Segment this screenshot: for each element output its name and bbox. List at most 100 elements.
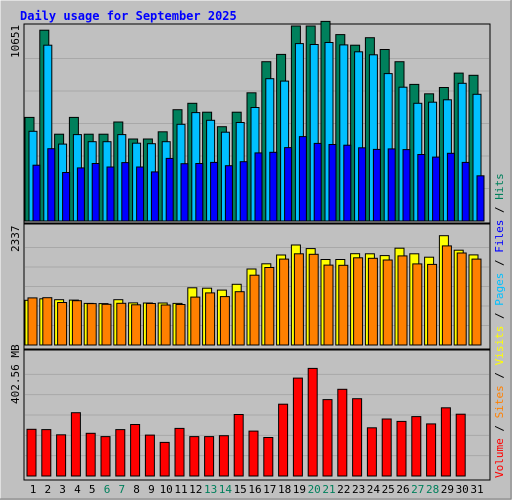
pages-bar — [136, 166, 145, 222]
pages-bar — [121, 162, 130, 222]
day-label: 23 — [352, 483, 365, 496]
sites-bar — [131, 304, 142, 346]
sites-bar — [249, 274, 260, 346]
volume-bar — [366, 427, 377, 477]
sites-bar — [412, 263, 423, 346]
volume-bar — [455, 413, 466, 477]
sites-bar — [353, 257, 364, 346]
legend-volume: Volume — [493, 438, 506, 478]
day-label: 21 — [322, 483, 335, 496]
volume-bar — [337, 388, 348, 477]
sites-bar — [234, 291, 245, 346]
day-label: 11 — [174, 483, 187, 496]
volume-bar — [292, 377, 303, 477]
chart-title: Daily usage for September 2025 — [20, 9, 237, 23]
pages-bar — [180, 163, 189, 222]
day-label: 28 — [426, 483, 439, 496]
volume-bar — [248, 430, 259, 477]
legend-vertical: Volume / Sites / Visits / Pages / Files … — [493, 173, 506, 478]
volume-bar — [204, 436, 215, 477]
sites-bar — [441, 245, 452, 346]
day-label: 25 — [382, 483, 395, 496]
volume-bar — [426, 423, 437, 477]
volume-bar — [174, 427, 185, 477]
volume-bar — [115, 429, 126, 477]
sites-bar — [205, 292, 216, 346]
pages-bar — [372, 148, 381, 222]
pages-bar — [387, 148, 396, 222]
day-label: 12 — [189, 483, 202, 496]
sites-bar — [160, 304, 171, 346]
sites-bar — [338, 264, 349, 346]
legend-hits: Hits — [493, 173, 506, 200]
volume-bar — [189, 436, 200, 477]
pages-bar — [32, 164, 41, 222]
day-label: 30 — [456, 483, 469, 496]
volume-bar — [278, 403, 289, 477]
pages-bar — [476, 175, 485, 222]
day-label: 24 — [367, 483, 381, 496]
legend-pages: Pages — [493, 273, 506, 306]
sites-bar — [456, 252, 467, 346]
day-label: 29 — [441, 483, 454, 496]
legend-sites: Sites — [493, 385, 506, 418]
legend-files: Files — [493, 220, 506, 253]
volume-bar — [41, 429, 52, 477]
pages-bar — [313, 142, 322, 222]
day-label: 13 — [204, 483, 217, 496]
pages-bar — [165, 157, 174, 222]
day-label: 20 — [308, 483, 321, 496]
volume-bar — [218, 435, 229, 477]
sites-bar — [190, 296, 201, 346]
day-label: 10 — [160, 483, 173, 496]
pages-bar — [446, 152, 455, 222]
pages-bar — [76, 167, 85, 222]
day-label: 2 — [44, 483, 51, 496]
legend-visits: Visits — [493, 326, 506, 366]
y-scale-top: 10651 — [9, 25, 22, 58]
pages-bar — [417, 154, 426, 222]
day-label: 9 — [148, 483, 155, 496]
day-label: 22 — [337, 483, 350, 496]
sites-bar — [145, 303, 156, 346]
day-label: 14 — [219, 483, 233, 496]
volume-bar — [396, 420, 407, 477]
pages-bar — [91, 163, 100, 222]
sites-bar — [264, 267, 275, 346]
volume-bar — [381, 418, 392, 477]
pages-bar — [358, 147, 367, 222]
volume-bar — [130, 424, 141, 477]
sites-bar — [175, 304, 186, 346]
sites-bar — [57, 302, 68, 346]
sites-bar — [293, 253, 304, 346]
volume-bar — [100, 436, 111, 477]
volume-bar — [411, 416, 422, 477]
pages-bar — [461, 161, 470, 222]
pages-bar — [150, 171, 159, 222]
day-label: 16 — [248, 483, 261, 496]
pages-bar — [284, 147, 293, 222]
pages-bar — [402, 149, 411, 222]
day-label: 27 — [411, 483, 424, 496]
pages-bar — [432, 156, 441, 222]
day-label: 15 — [234, 483, 247, 496]
sites-bar — [101, 303, 112, 346]
day-label: 19 — [293, 483, 306, 496]
pages-bar — [195, 163, 204, 222]
sites-bar — [86, 303, 97, 346]
day-label: 5 — [89, 483, 96, 496]
sites-bar — [397, 255, 408, 346]
day-label: 31 — [470, 483, 483, 496]
pages-bar — [269, 151, 278, 222]
bars — [24, 20, 485, 477]
sites-bar — [427, 263, 438, 346]
sites-bar — [471, 258, 482, 346]
pages-bar — [328, 144, 337, 222]
sites-bar — [323, 264, 334, 346]
volume-bar — [159, 441, 170, 477]
day-labels: 1 2 3 4 5 6 7 8 9 10 11 12 13 14 15 16 17 18 19 20 21 22 23 24 2… — [30, 483, 484, 496]
day-label: 17 — [263, 483, 276, 496]
volume-bar — [70, 412, 81, 477]
pages-bar — [47, 148, 56, 222]
